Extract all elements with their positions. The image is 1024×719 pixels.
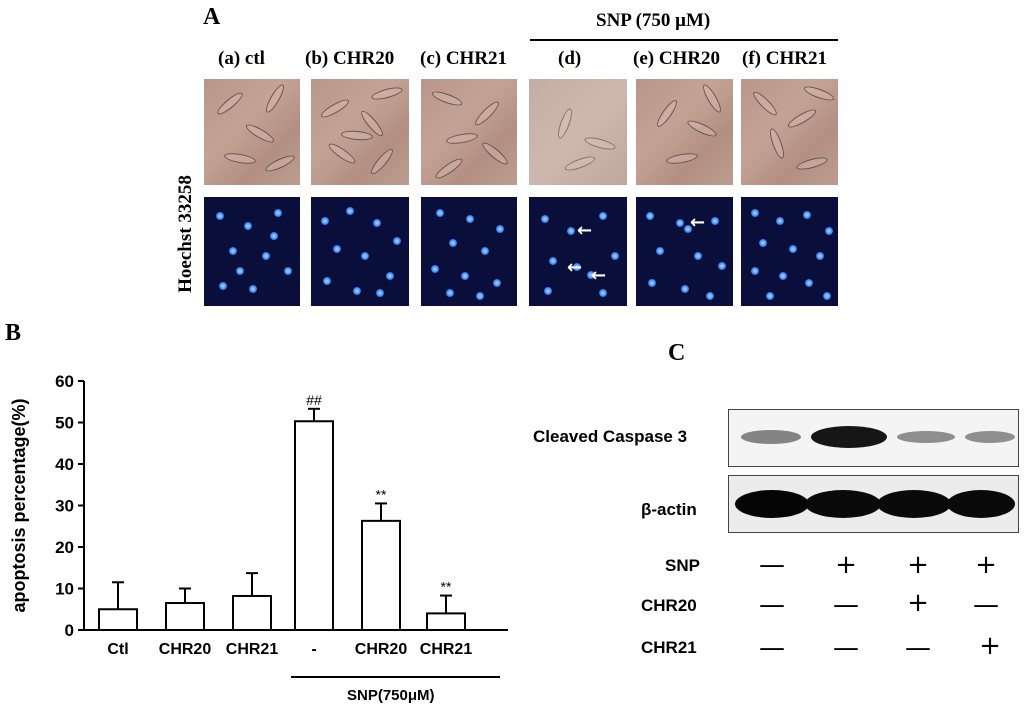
- apoptosis-bar-chart: 0 10 20 30 40 50 60 apoptosis percentage(%) Ctl C…: [9, 372, 508, 678]
- hoechst-image-snp-chr21: [741, 197, 838, 306]
- western-blot-band: [805, 490, 881, 518]
- bar: [294, 420, 334, 631]
- beta-actin-blot: [728, 475, 1019, 533]
- significance-annotation: **: [441, 579, 452, 595]
- significance-annotation: **: [376, 486, 387, 502]
- apoptosis-arrow-icon: ←: [690, 212, 706, 233]
- treatment-sign: +: [975, 550, 997, 580]
- bar: [98, 608, 138, 631]
- y-tick-label: 40: [55, 455, 74, 474]
- western-blot-band: [877, 490, 951, 518]
- brightfield-image-snp-chr20: [636, 79, 733, 185]
- column-label-a: (a) ctl: [218, 48, 265, 69]
- hoechst-image-chr21: [421, 197, 517, 306]
- x-tick-label: CHR21: [226, 641, 279, 658]
- column-label-f: (f) CHR21: [742, 48, 827, 69]
- treatment-sign: +: [835, 550, 857, 580]
- brightfield-image-chr21: [421, 79, 517, 185]
- beta-actin-label: β-actin: [641, 500, 697, 519]
- western-blot-band: [741, 430, 801, 444]
- x-tick-label: CHR20: [159, 641, 212, 658]
- y-tick-label: 50: [55, 414, 74, 433]
- treatment-sign: +: [979, 631, 1001, 661]
- x-tick-label: CHR20: [355, 641, 408, 658]
- snp-group-label: SNP (750 μM): [596, 10, 711, 31]
- x-tick-label: Ctl: [107, 641, 128, 658]
- x-tick-label: -: [311, 641, 316, 658]
- western-blot-band: [897, 431, 955, 443]
- column-label-d: (d): [558, 48, 582, 69]
- treatment-sign: +: [907, 550, 929, 580]
- hoechst-image-snp: ← ← ←: [529, 197, 627, 306]
- x-tick-label: CHR21: [420, 641, 473, 658]
- treatment-sign: —: [759, 633, 785, 663]
- western-blot-band: [965, 431, 1015, 443]
- brightfield-image-snp-chr21: [741, 79, 838, 185]
- bar: [426, 612, 466, 631]
- column-label-c: (c) CHR21: [420, 48, 508, 69]
- brightfield-image-snp: [529, 79, 627, 185]
- apoptosis-arrow-icon: ←: [591, 265, 607, 286]
- column-label-b: (b) CHR20: [305, 48, 395, 69]
- column-label-e: (e) CHR20: [633, 48, 721, 69]
- treatment-sign: +: [907, 588, 929, 618]
- y-tick-label: 10: [55, 580, 74, 599]
- treatment-label-chr21: CHR21: [641, 638, 697, 657]
- snp-group-line: [530, 39, 838, 41]
- cleaved-caspase-3-blot: [728, 409, 1019, 467]
- western-blot-band: [735, 490, 809, 518]
- apoptosis-arrow-icon: ←: [577, 220, 593, 241]
- bar: [232, 594, 272, 631]
- apoptosis-arrow-icon: ←: [567, 257, 583, 278]
- y-tick-label: 20: [55, 538, 74, 557]
- bar: [165, 602, 205, 631]
- brightfield-image-chr20: [311, 79, 409, 185]
- brightfield-image-ctl: [204, 79, 300, 185]
- western-blot-band: [811, 426, 887, 448]
- panel-b-letter: B: [5, 320, 22, 346]
- y-tick-label: 60: [55, 372, 74, 391]
- western-blot-band: [947, 490, 1015, 518]
- treatment-sign: —: [833, 633, 859, 663]
- panel-a-letter: A: [203, 4, 221, 30]
- significance-annotation: ##: [306, 392, 322, 408]
- treatment-sign: —: [759, 550, 785, 580]
- treatment-label-snp: SNP: [665, 556, 700, 575]
- y-tick-label: 0: [65, 621, 74, 640]
- treatment-sign: —: [759, 590, 785, 620]
- panel-c-letter: C: [668, 340, 686, 366]
- treatment-sign: —: [833, 590, 859, 620]
- hoechst-image-snp-chr20: ←: [636, 197, 733, 306]
- treatment-sign: —: [973, 590, 999, 620]
- hoechst-stain-label: Hoechst 33258: [175, 175, 196, 293]
- cleaved-caspase-3-label: Cleaved Caspase 3: [533, 427, 688, 446]
- hoechst-image-ctl: [204, 197, 300, 306]
- y-axis-label: apoptosis percentage(%): [9, 398, 29, 612]
- hoechst-image-chr20: [311, 197, 409, 306]
- snp-group-label-chart: SNP(750μM): [347, 687, 435, 704]
- treatment-label-chr20: CHR20: [641, 596, 697, 615]
- y-tick-label: 30: [55, 497, 74, 516]
- bar: [361, 519, 401, 631]
- treatment-sign: —: [905, 633, 931, 663]
